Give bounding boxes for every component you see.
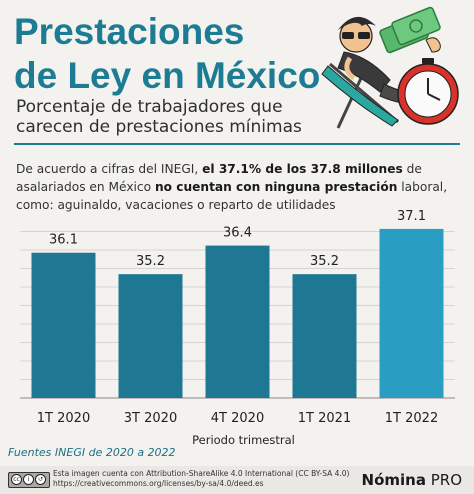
bar	[206, 246, 270, 398]
bar	[293, 274, 357, 398]
brand-bold: Nómina	[362, 471, 426, 489]
cc-license-icon: cc i ↺	[8, 472, 50, 488]
data-label: 36.1	[49, 233, 78, 248]
source-note: Fuentes INEGI de 2020 a 2022	[8, 446, 176, 459]
data-label: 36.4	[223, 226, 252, 241]
bar	[119, 274, 183, 398]
data-label: 37.1	[397, 209, 426, 224]
bar	[32, 253, 96, 398]
x-tick-label: 1T 2021	[298, 411, 351, 426]
x-tick-label: 1T 2020	[37, 411, 90, 426]
brand-regular: PRO	[426, 471, 462, 489]
license-line-1: Esta imagen cuenta con Attribution-Share…	[53, 469, 349, 478]
license-url[interactable]: https://creativecommons.org/licenses/by-…	[53, 479, 264, 488]
x-tick-label: 3T 2020	[124, 411, 177, 426]
chart-bars	[32, 229, 444, 398]
x-axis-title: Periodo trimestral	[192, 433, 295, 447]
data-label: 35.2	[136, 254, 165, 269]
x-tick-label: 1T 2022	[385, 411, 438, 426]
license-text: Esta imagen cuenta con Attribution-Share…	[53, 469, 373, 489]
x-tick-label: 4T 2020	[211, 411, 264, 426]
chart-x-ticks: 1T 2020 3T 2020 4T 2020 1T 2021 1T 2022	[37, 411, 438, 426]
bar	[380, 229, 444, 398]
bar-chart: 36.1 35.2 36.4 35.2 37.1 1T 2020 3T 2020 4T 20…	[0, 0, 474, 466]
data-label: 35.2	[310, 254, 339, 269]
brand-logo: Nómina PRO	[362, 466, 462, 494]
